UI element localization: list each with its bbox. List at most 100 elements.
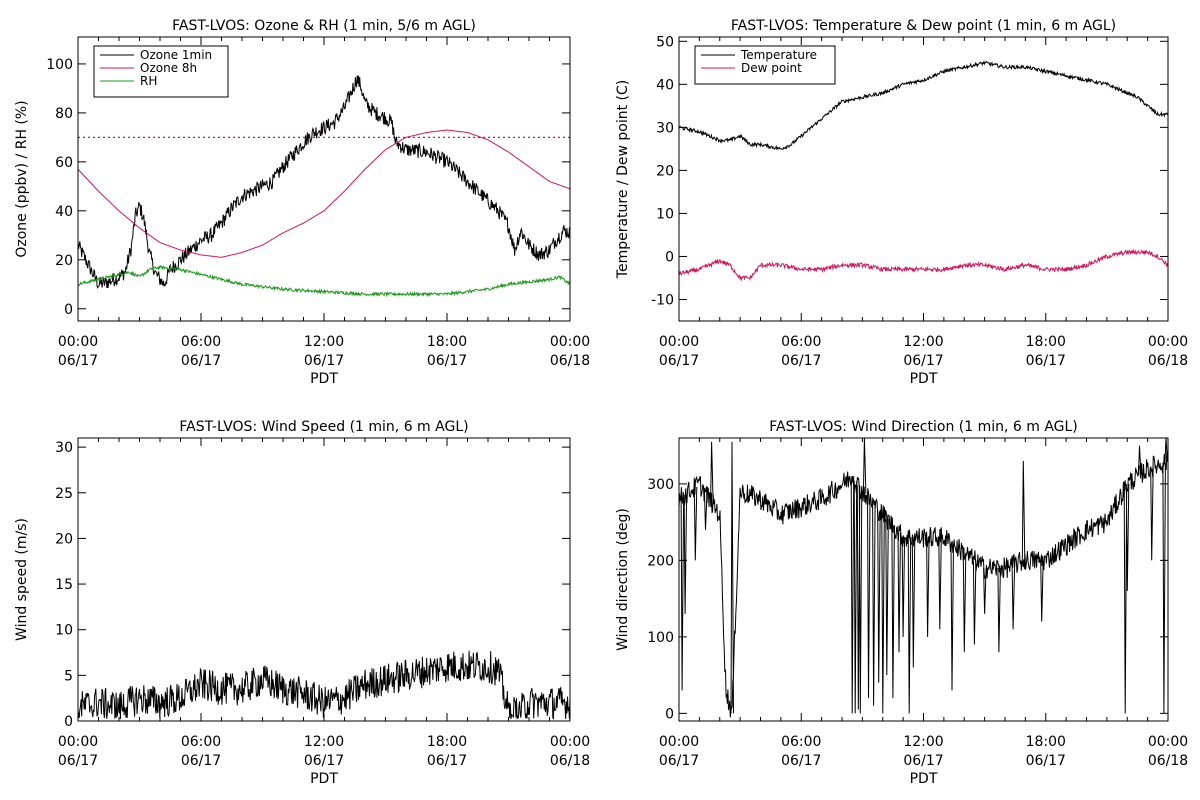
direction-spike (862, 438, 867, 494)
x-tick-date-label: 06/18 (1148, 353, 1188, 369)
x-tick-label: 12:00 (304, 734, 344, 750)
y-tick-label: 300 (647, 477, 674, 493)
x-tick-date-label: 06/17 (1026, 753, 1066, 769)
series-dew-point (679, 248, 1168, 282)
x-tick-label: 18:00 (1026, 734, 1066, 750)
direction-spike (1164, 438, 1168, 462)
y-axis-label: Wind direction (deg) (615, 508, 631, 651)
x-tick-label: 00:00 (1148, 734, 1188, 750)
direction-spike (911, 537, 916, 668)
y-tick-label: -10 (651, 292, 674, 308)
plot-frame (77, 437, 571, 722)
x-tick-date-label: 06/17 (659, 353, 699, 369)
direction-spike (730, 441, 734, 714)
x-tick-date-label: 06/17 (58, 753, 98, 769)
x-tick-label: 18:00 (427, 334, 467, 350)
x-tick-date-label: 06/17 (181, 353, 221, 369)
direction-spike (1125, 483, 1130, 592)
y-tick-label: 200 (647, 553, 674, 569)
chart-title: FAST-LVOS: Temperature & Dew point (1 mi… (731, 18, 1116, 34)
direction-spike (885, 519, 889, 676)
x-tick-label: 00:00 (58, 734, 98, 750)
x-tick-label: 00:00 (550, 734, 590, 750)
direction-spike (891, 525, 895, 699)
legend-label: RH (140, 74, 157, 88)
series-ozone-1min (78, 75, 570, 289)
y-tick-label: 25 (55, 486, 73, 502)
series-wspd (78, 650, 570, 720)
x-tick-date-label: 06/17 (1026, 353, 1066, 369)
x-tick-date-label: 06/18 (550, 753, 590, 769)
y-tick-label: 60 (55, 155, 73, 171)
y-tick-label: 30 (656, 120, 674, 136)
x-tick-date-label: 06/18 (550, 353, 590, 369)
chart-title: FAST-LVOS: Ozone & RH (1 min, 5/6 m AGL) (172, 18, 476, 34)
x-axis-label: PDT (910, 771, 938, 787)
legend-label: Dew point (741, 61, 802, 75)
x-tick-label: 12:00 (304, 334, 344, 350)
y-tick-label: 100 (46, 57, 73, 73)
direction-spike (1162, 462, 1166, 714)
x-tick-label: 06:00 (781, 734, 821, 750)
direction-spike (938, 537, 942, 630)
x-tick-date-label: 06/17 (427, 753, 467, 769)
direction-spike (680, 496, 685, 691)
x-tick-date-label: 06/17 (304, 753, 344, 769)
y-tick-label: 80 (55, 106, 73, 122)
y-tick-label: 10 (656, 206, 674, 222)
direction-spike (683, 494, 688, 614)
series-wdir (679, 451, 1168, 718)
x-tick-label: 12:00 (903, 334, 943, 350)
x-tick-label: 18:00 (1026, 334, 1066, 350)
y-tick-label: 30 (55, 440, 73, 456)
plot-frame (678, 36, 1169, 322)
y-tick-label: 20 (656, 163, 674, 179)
x-tick-date-label: 06/17 (427, 353, 467, 369)
direction-spike (950, 543, 954, 691)
direction-spike (1011, 564, 1016, 630)
direction-spike (853, 480, 858, 714)
x-tick-date-label: 06/18 (1148, 753, 1188, 769)
chart-title: FAST-LVOS: Wind Direction (1 min, 6 m AG… (769, 419, 1078, 435)
direction-spike (872, 504, 876, 706)
y-axis-label: Wind speed (m/s) (14, 518, 30, 641)
y-tick-label: 0 (665, 249, 674, 265)
direction-spike (907, 537, 912, 714)
x-tick-label: 06:00 (181, 334, 221, 350)
direction-spike (881, 514, 885, 714)
x-tick-date-label: 06/17 (181, 753, 221, 769)
direction-spike (972, 560, 977, 645)
x-tick-label: 06:00 (181, 734, 221, 750)
direction-spike (693, 486, 698, 561)
y-tick-label: 0 (64, 302, 73, 318)
chart-title: FAST-LVOS: Wind Speed (1 min, 6 m AGL) (179, 419, 468, 435)
direction-spike (704, 493, 708, 530)
y-tick-label: 15 (55, 577, 73, 593)
direction-spike (962, 552, 967, 653)
y-tick-label: 100 (647, 630, 674, 646)
panel-ozone: FAST-LVOS: Ozone & RH (1 min, 5/6 m AGL)… (14, 18, 590, 387)
x-tick-label: 12:00 (903, 734, 943, 750)
panel-temp: FAST-LVOS: Temperature & Dew point (1 mi… (615, 18, 1188, 387)
direction-spike (1138, 445, 1142, 475)
x-tick-label: 18:00 (427, 734, 467, 750)
direction-spike (1123, 487, 1128, 714)
legend-label: Ozone 1min (140, 48, 212, 62)
direction-spike (867, 498, 871, 699)
direction-spike (1040, 560, 1044, 622)
y-tick-label: 0 (665, 706, 674, 722)
y-axis-label: Temperature / Dew point (C) (615, 80, 631, 279)
direction-spike (1021, 460, 1026, 562)
plot-frame (77, 36, 571, 322)
direction-spike (897, 532, 901, 653)
direction-spike (926, 537, 930, 637)
x-tick-date-label: 06/17 (903, 353, 943, 369)
x-tick-date-label: 06/17 (58, 353, 98, 369)
direction-spike (858, 488, 863, 714)
y-tick-label: 20 (55, 253, 73, 269)
legend-label: Ozone 8h (140, 61, 197, 75)
y-tick-label: 0 (64, 714, 73, 730)
series-rh (78, 265, 570, 298)
